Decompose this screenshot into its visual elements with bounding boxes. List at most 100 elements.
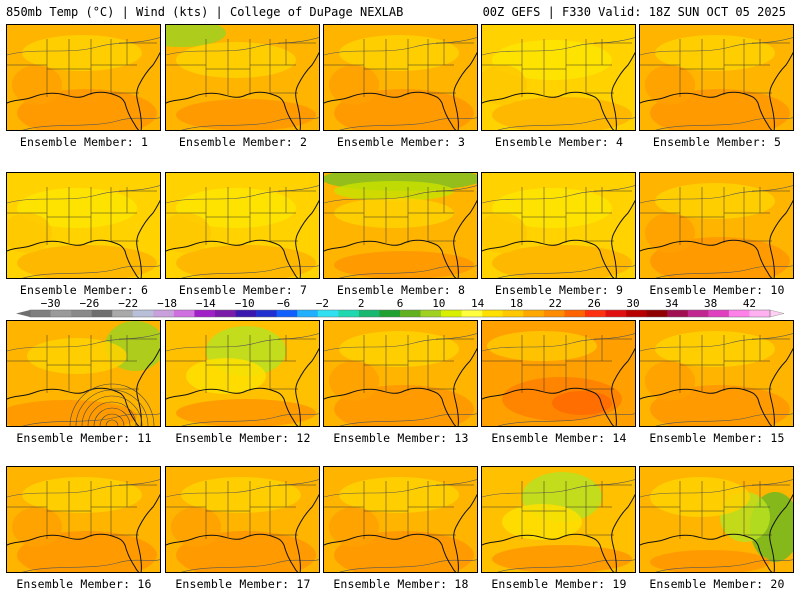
colorbar-segment [132, 310, 154, 317]
colorbar-tick-label: −10 [235, 297, 255, 310]
coastline [166, 347, 319, 426]
colorbar-tick-label: −22 [118, 297, 138, 310]
colorbar-segment [626, 310, 647, 317]
colorbar-segment [194, 310, 216, 317]
colorbar-segment [215, 310, 236, 317]
colorbar-tick-label: −26 [79, 297, 99, 310]
colorbar-segment [605, 310, 627, 317]
temperature-field [166, 25, 319, 130]
colorbar-tick-label: 42 [743, 297, 756, 310]
temperature-field [482, 173, 635, 278]
coastline [324, 493, 477, 572]
ensemble-member-map [165, 172, 320, 279]
colorbar-tick-label: 26 [588, 297, 601, 310]
valid-time: 00Z GEFS | F330 Valid: 18Z SUN OCT 05 20… [482, 5, 786, 19]
coastline [640, 493, 793, 572]
colorbar-segment [461, 310, 483, 317]
ensemble-member-map [6, 466, 161, 573]
ensemble-member-map [639, 466, 794, 573]
colorbar-segment [441, 310, 462, 317]
colorbar-segment [112, 310, 134, 317]
ensemble-member-label: Ensemble Member: 16 [16, 577, 152, 591]
temperature-field [324, 173, 477, 278]
ensemble-member-map [323, 466, 478, 573]
ensemble-member-map [6, 172, 161, 279]
ensemble-member-label: Ensemble Member: 19 [491, 577, 627, 591]
ensemble-member-label: Ensemble Member: 10 [649, 283, 785, 297]
colorbar-segment [400, 310, 421, 317]
ensemble-member-label: Ensemble Member: 13 [333, 431, 469, 445]
colorbar-segment [276, 310, 298, 317]
temperature-field [640, 321, 793, 426]
colorbar-segment [71, 310, 92, 317]
temperature-field [166, 173, 319, 278]
colorbar-segment [585, 310, 606, 317]
ensemble-member-label: Ensemble Member: 8 [336, 283, 466, 297]
colorbar-segment [379, 310, 401, 317]
coastline [7, 51, 160, 130]
ensemble-member-map [481, 320, 636, 427]
ensemble-member-map [481, 466, 636, 573]
ensemble-member-label: Ensemble Member: 15 [649, 431, 785, 445]
temperature-field [640, 173, 793, 278]
colorbar-segment [338, 310, 360, 317]
ensemble-member-map [639, 24, 794, 131]
ensemble-member-map [6, 24, 161, 131]
coastline [166, 51, 319, 130]
colorbar-tick-label: −30 [41, 297, 61, 310]
colorbar-tick-label: −14 [196, 297, 216, 310]
map-title: 850mb Temp (°C) | Wind (kts) | College o… [6, 5, 404, 19]
ensemble-member-map [639, 320, 794, 427]
colorbar-segment [687, 310, 709, 317]
colorbar-segment [173, 310, 195, 317]
colorbar-min-arrow [16, 310, 30, 317]
coastline [7, 493, 160, 572]
ensemble-member-label: Ensemble Member: 11 [16, 431, 152, 445]
coastline [324, 347, 477, 426]
ensemble-member-label: Ensemble Member: 6 [19, 283, 149, 297]
colorbar-tick-label: 14 [471, 297, 485, 310]
temperature-field [640, 467, 793, 572]
colorbar-segment [667, 310, 689, 317]
coastline [482, 493, 635, 572]
ensemble-member-label: Ensemble Member: 18 [333, 577, 469, 591]
ensemble-member-map [165, 466, 320, 573]
temperature-field [7, 321, 160, 426]
colorbar-segment [482, 310, 504, 317]
colorbar-segment [420, 310, 442, 317]
temperature-field [7, 25, 160, 130]
ensemble-member-map [165, 320, 320, 427]
ensemble-member-map [323, 320, 478, 427]
temperature-field [7, 173, 160, 278]
colorbar-segment [728, 310, 750, 317]
colorbar-segment [30, 310, 51, 317]
colorbar-segment [543, 310, 565, 317]
colorbar-segment [358, 310, 380, 317]
colorbar-segment [297, 310, 319, 317]
ensemble-member-map [481, 172, 636, 279]
temperature-field [166, 321, 319, 426]
ensemble-member-label: Ensemble Member: 7 [178, 283, 308, 297]
colorbar-tick-label: −18 [157, 297, 177, 310]
ensemble-member-map [6, 320, 161, 427]
colorbar-tick-label: 18 [510, 297, 523, 310]
ensemble-member-label: Ensemble Member: 9 [494, 283, 624, 297]
coastline [640, 51, 793, 130]
ensemble-member-label: Ensemble Member: 2 [178, 135, 308, 149]
coastline [482, 51, 635, 130]
colorbar-segment [91, 310, 113, 317]
coastline [482, 347, 635, 426]
colorbar-tick-label: −6 [277, 297, 290, 310]
colorbar-segment [153, 310, 175, 317]
colorbar-segment [646, 310, 668, 317]
colorbar-tick-label: 6 [397, 297, 404, 310]
coastline [7, 199, 160, 278]
ensemble-member-map [165, 24, 320, 131]
colorbar-tick-label: 22 [549, 297, 562, 310]
coastline [324, 51, 477, 130]
temperature-field [7, 467, 160, 572]
ensemble-member-label: Ensemble Member: 3 [336, 135, 466, 149]
ensemble-member-map [639, 172, 794, 279]
colorbar-segment [317, 310, 339, 317]
temperature-field [324, 467, 477, 572]
